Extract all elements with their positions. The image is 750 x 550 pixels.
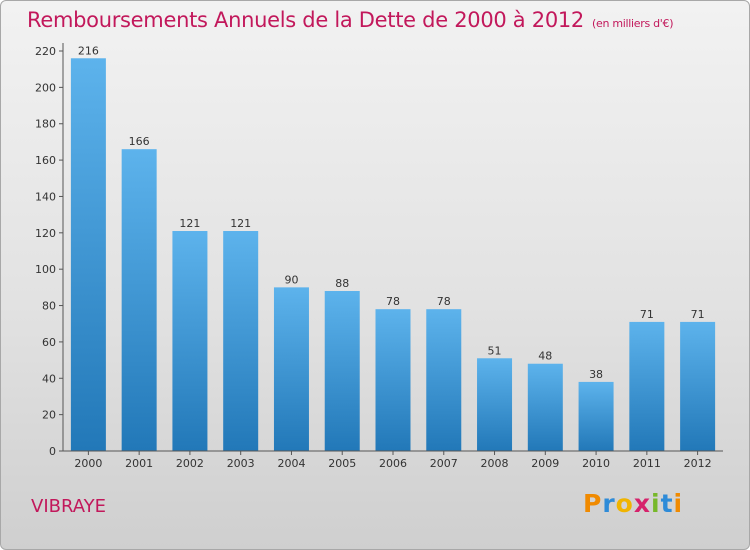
logo-letter: x xyxy=(633,489,651,518)
bar-2005 xyxy=(324,291,360,451)
bar-2004 xyxy=(273,287,309,451)
x-tick-label: 2008 xyxy=(481,457,509,470)
bar-2001 xyxy=(121,149,157,451)
logo-letter: i xyxy=(673,489,684,518)
bar-2009 xyxy=(527,363,563,451)
y-tick-label: 220 xyxy=(35,45,56,58)
bar-value-label: 38 xyxy=(589,368,603,381)
x-tick-label: 2012 xyxy=(684,457,712,470)
bar-value-label: 51 xyxy=(488,344,502,357)
x-tick-label: 2002 xyxy=(176,457,204,470)
bar-value-label: 121 xyxy=(179,217,200,230)
bar-2012 xyxy=(680,321,716,451)
logo-letter: P xyxy=(583,489,603,518)
logo-letter: t xyxy=(660,489,674,518)
bar-value-label: 90 xyxy=(284,273,298,286)
bar-value-label: 78 xyxy=(386,295,400,308)
x-tick-label: 2011 xyxy=(633,457,661,470)
chart-unit: (en milliers d'€) xyxy=(592,17,674,30)
bar-value-label: 71 xyxy=(691,308,705,321)
bar-2008 xyxy=(477,358,513,451)
bar-2011 xyxy=(629,321,665,451)
x-tick-label: 2010 xyxy=(582,457,610,470)
y-tick-label: 20 xyxy=(42,409,56,422)
y-tick-label: 120 xyxy=(35,227,56,240)
logo-letter: r xyxy=(602,489,616,518)
y-tick-label: 0 xyxy=(49,445,56,458)
x-tick-label: 2006 xyxy=(379,457,407,470)
y-tick-label: 100 xyxy=(35,263,56,276)
x-tick-label: 2009 xyxy=(531,457,559,470)
bar-value-label: 78 xyxy=(437,295,451,308)
y-tick-label: 200 xyxy=(35,81,56,94)
y-tick-label: 140 xyxy=(35,190,56,203)
logo-letter: o xyxy=(615,489,634,518)
x-tick-label: 2001 xyxy=(125,457,153,470)
bar-2010 xyxy=(578,381,614,451)
bar-value-label: 216 xyxy=(78,44,99,57)
bar-value-label: 166 xyxy=(129,135,150,148)
bar-value-label: 71 xyxy=(640,308,654,321)
bars-group: 216 166 121 121 90 88 78 78 51 48 38 71 71 xyxy=(70,44,716,451)
bar-2007 xyxy=(426,309,462,451)
y-tick-label: 60 xyxy=(42,336,56,349)
chart-title: Remboursements Annuels de la Dette de 20… xyxy=(27,8,673,32)
commune-name: VIBRAYE xyxy=(31,496,107,517)
x-tick-label: 2005 xyxy=(328,457,356,470)
x-tick-label: 2007 xyxy=(430,457,458,470)
bar-value-label: 48 xyxy=(538,350,552,363)
y-tick-label: 40 xyxy=(42,372,56,385)
axes-group: 2000 2001 2002 2003 2004 2005 2006 2007 2008 2009… xyxy=(35,43,723,470)
x-tick-label: 2004 xyxy=(277,457,305,470)
y-tick-label: 180 xyxy=(35,118,56,131)
x-tick-label: 2000 xyxy=(74,457,102,470)
bar-value-label: 88 xyxy=(335,277,349,290)
x-tick-label: 2003 xyxy=(227,457,255,470)
y-tick-label: 80 xyxy=(42,300,56,313)
proxiti-logo: Proxiti xyxy=(583,489,683,518)
y-tick-label: 160 xyxy=(35,154,56,167)
bar-2000 xyxy=(70,58,106,451)
bar-value-label: 121 xyxy=(230,217,251,230)
bar-2003 xyxy=(223,231,259,451)
bar-2002 xyxy=(172,231,208,451)
bar-2006 xyxy=(375,309,411,451)
chart-title-text: Remboursements Annuels de la Dette de 20… xyxy=(27,8,584,32)
logo-letter: i xyxy=(651,489,661,518)
